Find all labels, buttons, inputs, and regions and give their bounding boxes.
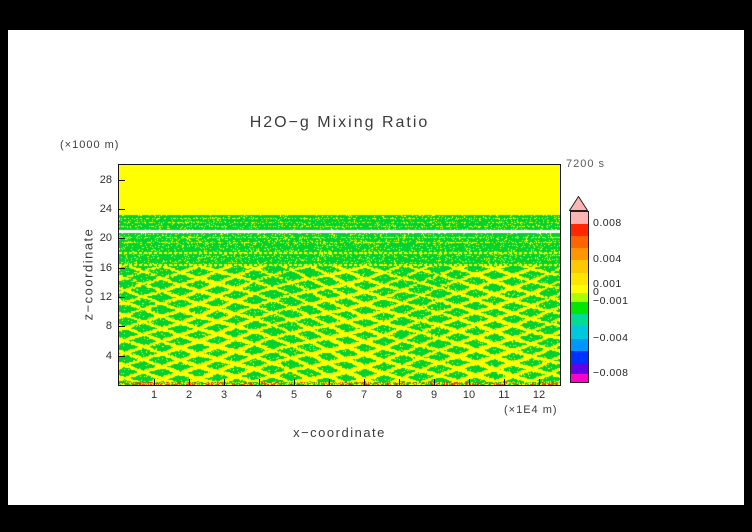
plot-frame [118, 164, 561, 386]
colorbar-segment [571, 236, 588, 248]
x-axis-label: x−coordinate [293, 425, 386, 440]
z-axis-unit: (×1000 m) [60, 139, 120, 151]
colorbar-segment [571, 326, 588, 339]
colorbar [570, 211, 589, 383]
colorbar-segment [571, 314, 588, 326]
x-axis-unit: (×1E4 m) [504, 404, 558, 416]
chart-title: H2O−g Mixing Ratio [249, 114, 430, 131]
time-label: 7200 s [566, 158, 606, 170]
colorbar-segment [571, 302, 588, 314]
colorbar-segment [571, 212, 588, 224]
z-axis-label: z−coordinate [80, 227, 96, 321]
mixing-ratio-heatmap [119, 165, 560, 385]
colorbar-segment [571, 363, 588, 374]
colorbar-segment [571, 374, 588, 382]
colorbar-segment [571, 248, 588, 260]
colorbar-segment [571, 273, 588, 285]
colorbar-segment [571, 293, 588, 302]
colorbar-segment [571, 285, 588, 293]
colorbar-segment [571, 339, 588, 351]
colorbar-segment [571, 224, 588, 236]
colorbar-segment [571, 351, 588, 363]
colorbar-overflow-pointer-icon [569, 196, 588, 211]
colorbar-segment [571, 260, 588, 273]
